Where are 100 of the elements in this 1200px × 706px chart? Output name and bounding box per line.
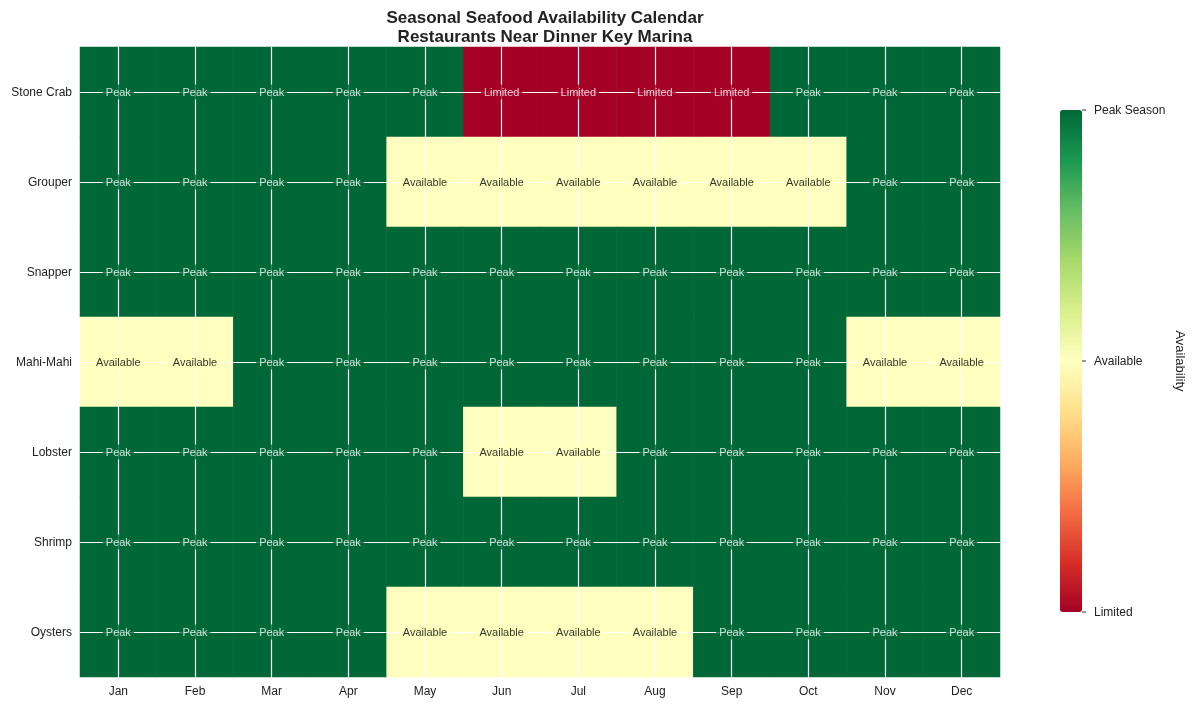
data-label: Available — [632, 176, 678, 188]
data-label: Peak — [872, 176, 899, 188]
y-tick-label: Oysters — [30, 625, 72, 639]
data-label: Peak — [105, 176, 132, 188]
data-label: Peak — [949, 266, 975, 278]
x-tick-label: Feb — [184, 684, 206, 698]
data-label: Peak — [259, 356, 285, 368]
data-label: Peak — [565, 536, 592, 548]
data-label: Peak — [872, 626, 899, 638]
data-label: Limited — [713, 86, 750, 98]
data-label: Available — [479, 446, 524, 458]
data-label: Peak — [182, 176, 209, 188]
data-label: Peak — [872, 446, 899, 458]
data-label: Available — [96, 356, 141, 368]
data-label: Peak — [335, 266, 362, 278]
x-tick-label: Sep — [720, 684, 743, 698]
data-label: Peak — [335, 176, 362, 188]
data-label: Peak — [872, 536, 899, 548]
data-label: Peak — [335, 446, 362, 458]
data-label: Peak — [259, 86, 285, 98]
color-bar-title: Availability — [1172, 330, 1188, 393]
data-label: Peak — [795, 536, 822, 548]
data-label: Peak — [719, 356, 745, 368]
data-label: Peak — [949, 86, 975, 98]
x-tick-label: May — [413, 684, 437, 698]
data-label: Peak — [642, 266, 669, 278]
y-tick-label: Snapper — [26, 265, 72, 279]
data-label: Peak — [719, 536, 745, 548]
data-label: Peak — [795, 356, 822, 368]
data-label: Peak — [335, 356, 362, 368]
data-label: Peak — [182, 446, 209, 458]
data-label: Peak — [412, 536, 439, 548]
data-label: Peak — [182, 266, 209, 278]
x-tick-label: Nov — [874, 684, 896, 698]
data-label: Peak — [872, 86, 899, 98]
data-label: Available — [939, 356, 984, 368]
data-label: Limited — [483, 86, 520, 98]
data-label: Limited — [560, 86, 597, 98]
data-label: Peak — [335, 86, 362, 98]
data-label: Peak — [259, 266, 285, 278]
data-label: Peak — [489, 536, 515, 548]
data-label: Peak — [182, 626, 209, 638]
data-label: Peak — [565, 266, 592, 278]
data-label: Available — [862, 356, 908, 368]
y-tick-label: Lobster — [31, 445, 72, 459]
data-label: Peak — [335, 626, 362, 638]
data-label: Available — [709, 176, 754, 188]
data-label: Peak — [642, 536, 669, 548]
data-label: Peak — [795, 446, 822, 458]
data-label: Peak — [412, 356, 439, 368]
data-label: Peak — [105, 86, 132, 98]
y-tick-label: Grouper — [27, 175, 72, 189]
data-label: Peak — [105, 626, 132, 638]
data-label: Peak — [182, 86, 209, 98]
x-tick-label: Jun — [491, 684, 512, 698]
data-label: Available — [556, 176, 601, 188]
data-label: Peak — [719, 266, 745, 278]
y-tick-label: Stone Crab — [11, 85, 73, 99]
data-label: Peak — [412, 266, 439, 278]
data-label: Peak — [259, 446, 285, 458]
data-label: Peak — [642, 356, 669, 368]
x-tick-label: Apr — [338, 684, 358, 698]
data-label: Peak — [719, 626, 745, 638]
data-label: Peak — [949, 176, 975, 188]
data-label: Available — [402, 626, 448, 638]
data-label: Peak — [949, 446, 975, 458]
data-label: Peak — [795, 86, 822, 98]
data-label: Limited — [637, 86, 673, 98]
data-label: Peak — [412, 86, 439, 98]
y-tick-label: Mahi-Mahi — [15, 355, 72, 369]
x-tick-label: Jan — [108, 684, 129, 698]
data-label: Available — [479, 176, 524, 188]
data-label: Peak — [412, 446, 439, 458]
data-label: Peak — [949, 626, 975, 638]
y-tick-label: Shrimp — [33, 535, 73, 549]
data-label: Available — [172, 356, 218, 368]
x-tick-label: Oct — [799, 684, 819, 698]
data-label: Peak — [795, 626, 822, 638]
data-label: Peak — [949, 536, 975, 548]
data-label: Available — [556, 626, 601, 638]
color-bar-label: Available — [1094, 354, 1143, 368]
data-label: Peak — [642, 446, 669, 458]
data-label: Peak — [719, 446, 745, 458]
x-tick-label: Jul — [570, 684, 587, 698]
data-label: Available — [632, 626, 678, 638]
chart-title: Seasonal Seafood Availability Calendar — [386, 8, 704, 27]
data-label: Available — [479, 626, 524, 638]
color-bar-label: Peak Season — [1094, 103, 1166, 117]
data-label: Peak — [259, 176, 285, 188]
data-label: Peak — [105, 266, 132, 278]
data-label: Peak — [872, 266, 899, 278]
data-label: Peak — [259, 536, 285, 548]
data-label: Available — [402, 176, 448, 188]
data-label: Available — [786, 176, 831, 188]
data-label: Peak — [335, 536, 362, 548]
data-label: Peak — [259, 626, 285, 638]
chart-subtitle: Restaurants Near Dinner Key Marina — [397, 27, 693, 46]
data-label: Available — [556, 446, 601, 458]
x-tick-label: Aug — [644, 684, 666, 698]
data-label: Peak — [489, 266, 515, 278]
